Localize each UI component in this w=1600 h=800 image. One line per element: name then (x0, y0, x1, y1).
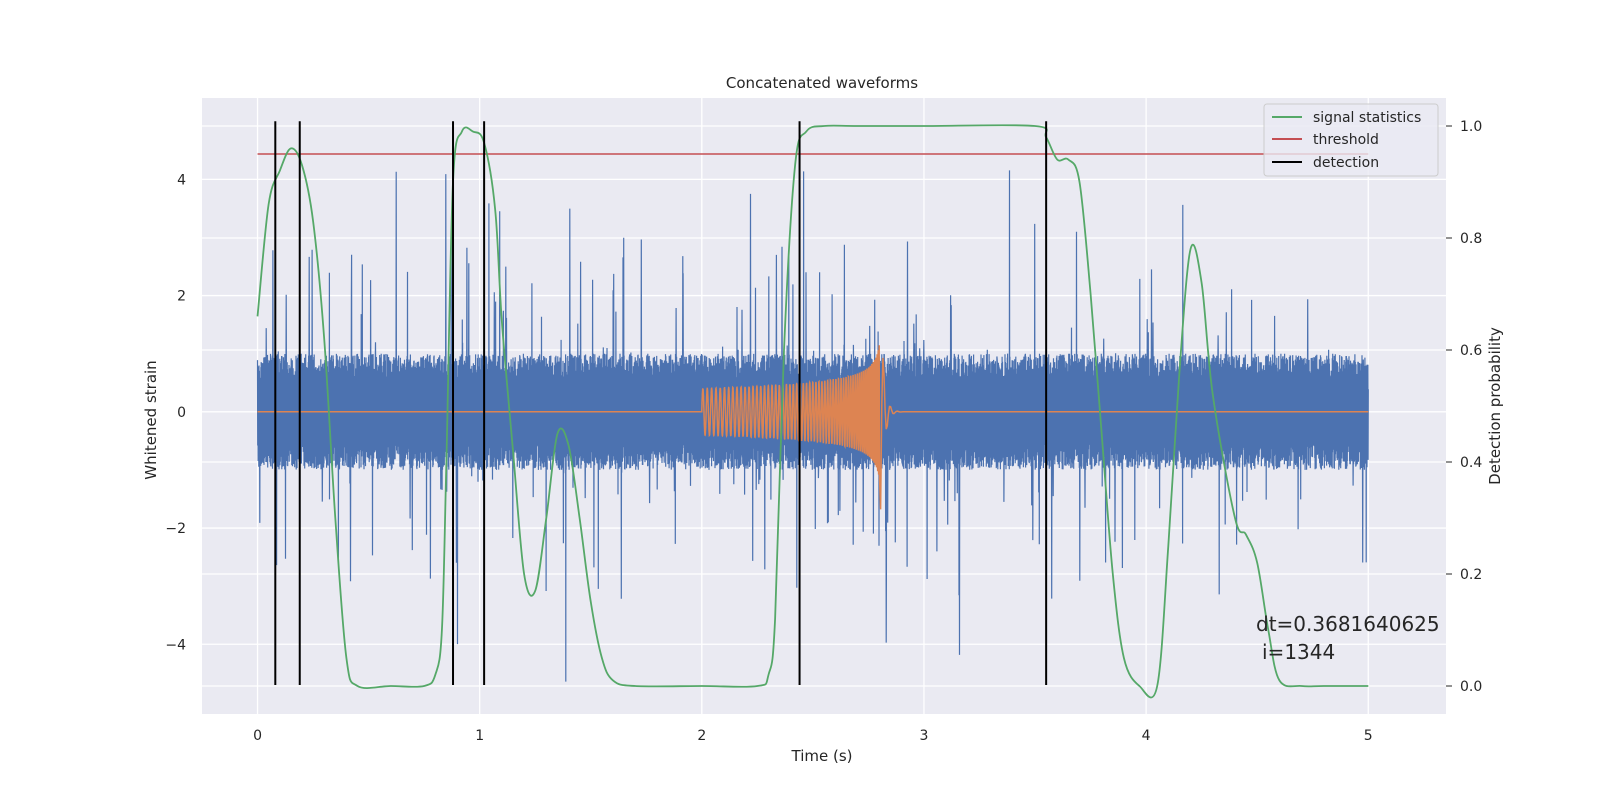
x-tick-label-3: 3 (920, 728, 929, 744)
y2-tick-label-0: 0.0 (1460, 679, 1482, 695)
y-tick-label-0: −4 (165, 637, 186, 653)
legend-box (1263, 103, 1439, 177)
legend-entry-threshold: threshold (1313, 132, 1379, 148)
x-tick-label-5: 5 (1364, 728, 1373, 744)
y-tick-label-2: 0 (177, 405, 186, 421)
legend: signal statistics threshold detection (1263, 103, 1439, 177)
y2-tick-label-5: 1.0 (1460, 119, 1482, 135)
x-axis-label: Time (s) (791, 747, 853, 765)
noise-trace (256, 170, 1369, 682)
annotation-dt: dt=0.3681640625 (1256, 612, 1440, 636)
y2-tick-label-3: 0.6 (1460, 343, 1482, 359)
chart-title: Concatenated waveforms (726, 74, 918, 92)
annotation: dt=0.3681640625 i=1344 (1256, 612, 1440, 664)
y2-tick-label-2: 0.4 (1460, 455, 1482, 471)
signal-statistics-line (256, 124, 1369, 699)
annotation-i: i=1344 (1262, 640, 1335, 664)
x-tick-label-0: 0 (253, 728, 262, 744)
y-tick-label-4: 4 (177, 172, 186, 188)
legend-entry-detection: detection (1313, 155, 1379, 171)
y-tick-label-3: 2 (177, 289, 186, 305)
y2-tick-label-1: 0.2 (1460, 567, 1482, 583)
x-tick-label-2: 2 (697, 728, 706, 744)
legend-entry-statistics: signal statistics (1313, 110, 1421, 126)
plot-content (256, 121, 1369, 699)
y-tick-label-1: −2 (165, 521, 186, 537)
axes: 0 1 2 3 4 5 −4 −2 0 2 4 0.0 0.2 0.4 0.6 0.8 1.0 (165, 119, 1482, 744)
x-tick-label-1: 1 (475, 728, 484, 744)
x-tick-label-4: 4 (1142, 728, 1151, 744)
y2-axis-label: Detection probability (1486, 327, 1504, 485)
y2-tick-label-4: 0.8 (1460, 231, 1482, 247)
signal-trace (257, 345, 1369, 510)
y-axis-label: Whitened strain (142, 360, 160, 479)
